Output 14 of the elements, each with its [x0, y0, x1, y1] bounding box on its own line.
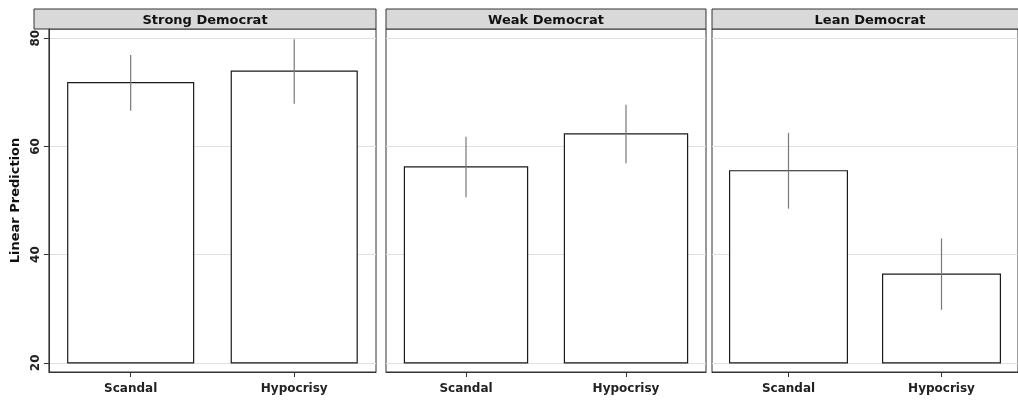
y-tick-label: 80: [27, 29, 42, 47]
x-tick-label: Hypocrisy: [592, 381, 660, 395]
x-tick-label: Hypocrisy: [908, 381, 976, 395]
y-tick-label: 20: [27, 354, 42, 372]
x-tick-label: Scandal: [104, 381, 158, 395]
chart-title: Weak Democrat: [488, 11, 604, 27]
x-tick-label: Scandal: [761, 381, 816, 395]
y-axis-title: Linear Prediction: [7, 137, 22, 264]
chart-title: Strong Democrat: [142, 11, 268, 27]
y-tick-label: 40: [27, 246, 42, 263]
y-tick-label: 60: [27, 138, 42, 155]
x-tick-label: Scandal: [439, 381, 493, 395]
chart-title: Lean Democrat: [814, 11, 926, 27]
x-tick-label: Hypocrisy: [260, 381, 328, 395]
